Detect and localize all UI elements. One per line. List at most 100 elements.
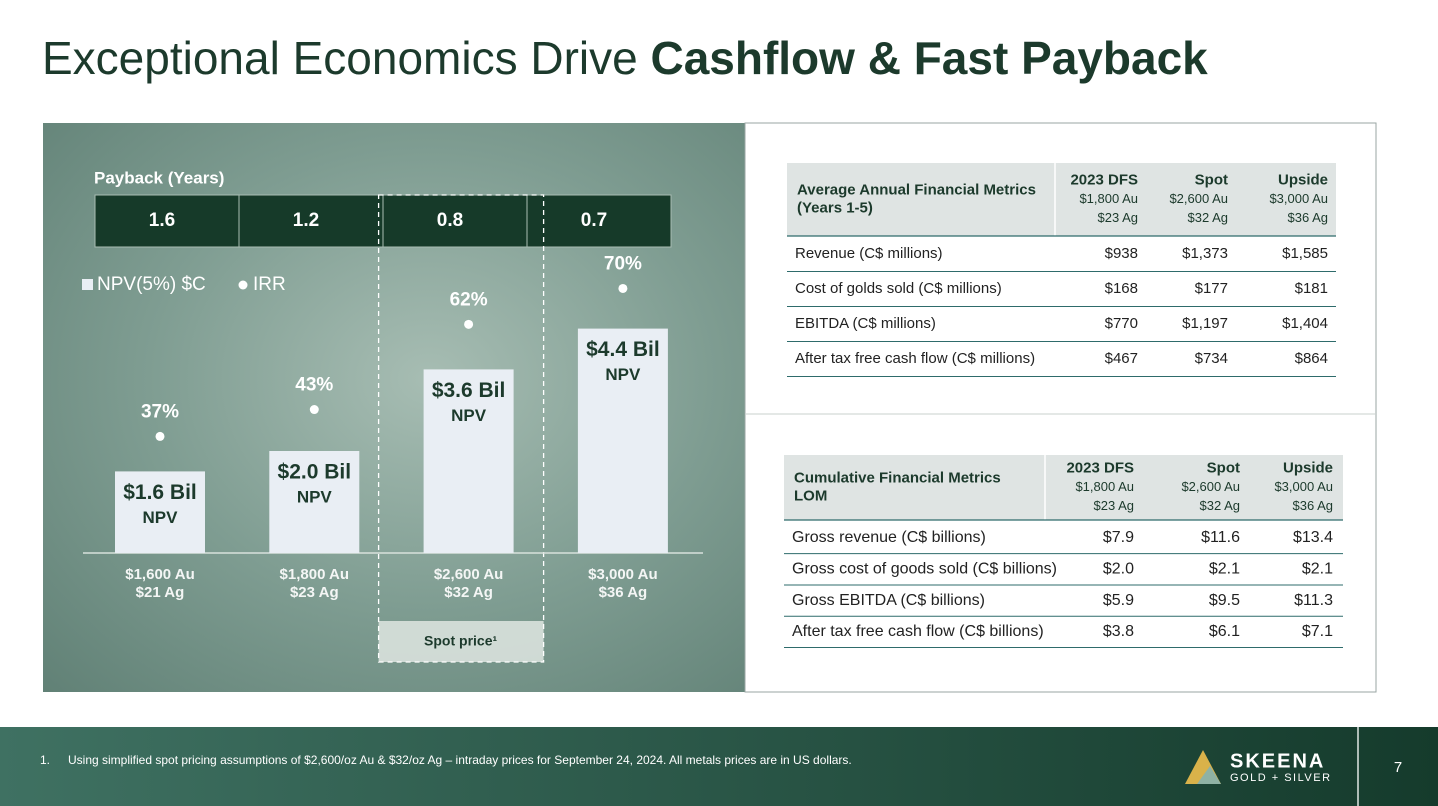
row-label: EBITDA (C$ millions): [795, 315, 936, 332]
irr-dot: [309, 405, 319, 415]
table-value: $734: [1195, 350, 1228, 367]
row-label: Gross revenue (C$ billions): [792, 529, 986, 546]
column-header: $2,600 Au: [1169, 191, 1228, 206]
bar-value-label: $2.0 Bil: [278, 461, 352, 484]
table-value: $9.5: [1209, 592, 1240, 609]
x-tick-label: $32 Ag: [444, 584, 493, 601]
payback-cell: [238, 194, 384, 248]
bar-value-label: $3.6 Bil: [432, 379, 506, 402]
irr-label: 70%: [604, 253, 642, 274]
payback-cell: [382, 194, 528, 248]
slide-title: Exceptional Economics Drive Cashflow & F…: [42, 32, 1208, 84]
table-value: $5.9: [1103, 592, 1134, 609]
bar-value-label: $4.4 Bil: [586, 338, 660, 361]
x-tick-label: $2,600 Au: [434, 566, 504, 583]
column-header: 2023 DFS: [1070, 171, 1138, 188]
table-value: $467: [1105, 350, 1138, 367]
irr-dot: [464, 319, 474, 329]
x-tick-label: $23 Ag: [290, 584, 339, 601]
legend-label: IRR: [253, 274, 286, 295]
table-value: $1,585: [1282, 245, 1328, 262]
column-header: Upside: [1278, 171, 1328, 188]
bar-value-suffix: NPV: [297, 487, 333, 506]
bar: [269, 451, 360, 553]
table-value: $168: [1105, 280, 1138, 297]
bar: [115, 471, 205, 553]
spot-price-box: [378, 621, 544, 662]
bar: [423, 369, 514, 553]
x-tick-label: $1,800 Au: [280, 566, 350, 583]
table-value: $6.1: [1209, 623, 1240, 640]
table-value: $1,404: [1282, 315, 1328, 332]
column-header: $3,000 Au: [1274, 479, 1333, 494]
legend-swatch: [238, 280, 248, 290]
title-bold: Cashflow & Fast Payback: [650, 32, 1208, 84]
row-label: After tax free cash flow (C$ millions): [795, 350, 1035, 367]
row-label: Cost of golds sold (C$ millions): [795, 280, 1002, 297]
table-header-bg: [784, 455, 1343, 520]
table-value: $177: [1195, 280, 1228, 297]
table-value: $864: [1295, 350, 1328, 367]
logo-mark-inner: [1197, 766, 1221, 784]
row-label: After tax free cash flow (C$ billions): [792, 623, 1044, 640]
column-header: 2023 DFS: [1066, 459, 1134, 476]
table-value: $2.0: [1103, 561, 1134, 578]
payback-cell: [526, 194, 672, 248]
row-label: Revenue (C$ millions): [795, 245, 943, 262]
irr-dot: [155, 431, 165, 441]
column-header: $32 Ag: [1200, 498, 1241, 513]
table-value: $7.1: [1302, 623, 1333, 640]
title-light: Exceptional Economics Drive: [42, 32, 638, 84]
footnote-number: 1.: [40, 753, 50, 767]
column-header: $36 Ag: [1293, 498, 1334, 513]
column-header: $2,600 Au: [1181, 479, 1240, 494]
column-header: Upside: [1283, 459, 1333, 476]
payback-value: 1.6: [149, 210, 175, 231]
bar-value-suffix: NPV: [605, 365, 641, 384]
row-label: Gross EBITDA (C$ billions): [792, 592, 985, 609]
spot-price-outline: [377, 194, 545, 663]
table-value: $770: [1105, 315, 1138, 332]
table-value: $938: [1105, 245, 1138, 262]
content: Payback (Years) 1.6 1.2 0.8 0.7 Spot price¹ NP…: [40, 163, 1402, 784]
x-tick-label: $1,600 Au: [125, 566, 195, 583]
bar: [577, 328, 668, 553]
legend-label: NPV(5%) $C: [97, 274, 206, 295]
table-value: $7.9: [1103, 529, 1134, 546]
table-title: Average Annual Financial Metrics: [797, 181, 1036, 198]
table-value: $13.4: [1293, 529, 1333, 546]
table-title: (Years 1-5): [797, 199, 873, 216]
payback-value: 1.2: [293, 210, 319, 231]
irr-label: 62%: [450, 289, 488, 310]
row-label: Gross cost of goods sold (C$ billions): [792, 561, 1057, 578]
table-value: $11.3: [1294, 592, 1333, 609]
table-value: $2.1: [1302, 561, 1333, 578]
table-title: Cumulative Financial Metrics: [794, 469, 1001, 486]
bar-value-label: $1.6 Bil: [123, 481, 197, 504]
spot-price-label: Spot price¹: [424, 633, 497, 649]
table-value: $3.8: [1103, 623, 1134, 640]
bar-value-suffix: NPV: [451, 406, 487, 425]
table-header-bg: [787, 163, 1336, 236]
table-value: $11.6: [1201, 529, 1240, 546]
x-tick-label: $21 Ag: [136, 584, 185, 601]
table-value: $1,373: [1182, 245, 1228, 262]
column-header: $36 Ag: [1288, 210, 1329, 225]
column-header: $1,800 Au: [1075, 479, 1134, 494]
column-header: Spot: [1207, 459, 1240, 476]
irr-dot: [618, 283, 628, 293]
table-value: $181: [1295, 280, 1328, 297]
column-header: $1,800 Au: [1079, 191, 1138, 206]
x-tick-label: $3,000 Au: [588, 566, 658, 583]
footnote: Using simplified spot pricing assumption…: [68, 753, 852, 767]
table-value: $2.1: [1209, 561, 1240, 578]
table-value: $1,197: [1182, 315, 1228, 332]
column-header: $32 Ag: [1188, 210, 1229, 225]
column-header: $23 Ag: [1098, 210, 1139, 225]
x-tick-label: $36 Ag: [599, 584, 648, 601]
logo-sub: GOLD + SILVER: [1230, 772, 1332, 784]
irr-label: 37%: [141, 401, 179, 422]
bar-value-suffix: NPV: [143, 508, 179, 527]
column-header: $23 Ag: [1094, 498, 1135, 513]
